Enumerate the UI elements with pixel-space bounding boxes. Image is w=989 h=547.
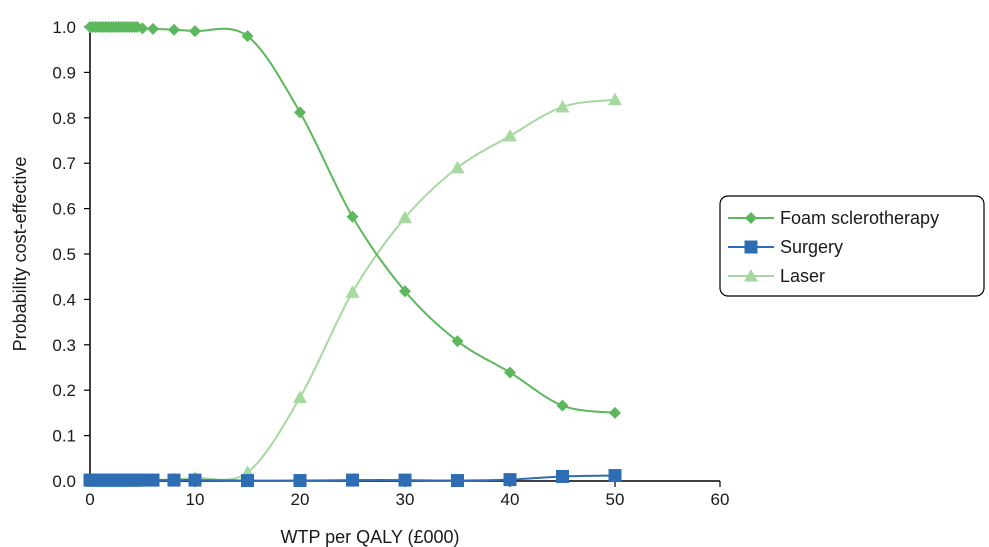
data-point [146, 473, 160, 487]
y-tick-label: 0.2 [52, 381, 76, 400]
data-point [556, 399, 569, 412]
y-tick-label: 0.5 [52, 245, 76, 264]
legend-swatch-marker [744, 269, 758, 282]
data-point [450, 160, 465, 174]
data-point [136, 473, 149, 487]
data-point [293, 390, 307, 404]
x-tick-label: 10 [186, 490, 205, 509]
series-foam-sclerotherapy [84, 21, 621, 419]
data-point [608, 92, 622, 106]
x-tick-label: 50 [606, 490, 625, 509]
data-point [609, 406, 621, 419]
data-point [398, 210, 412, 224]
data-point [399, 285, 411, 298]
legend-box [719, 195, 985, 297]
y-tick-label: 1.0 [52, 18, 76, 37]
data-point [556, 469, 569, 483]
legend-entry: Laser [728, 266, 825, 286]
data-point [346, 210, 359, 223]
legend-swatch-marker [745, 212, 757, 224]
data-point [136, 22, 149, 35]
data-point [503, 128, 517, 142]
series-layer [83, 21, 622, 488]
data-point [345, 285, 360, 298]
series-laser [83, 92, 622, 487]
x-tick-label: 60 [711, 490, 730, 509]
data-point [608, 469, 622, 483]
y-tick-label: 0.9 [52, 63, 76, 82]
data-point [188, 473, 202, 487]
data-point [555, 99, 570, 113]
x-tick-label: 40 [501, 490, 520, 509]
x-tick-label: 0 [85, 490, 94, 509]
legend-entry: Foam sclerotherapy [728, 208, 939, 228]
y-tick-label: 0.0 [52, 472, 76, 491]
x-tick-label: 30 [396, 490, 415, 509]
y-tick-label: 0.7 [52, 154, 76, 173]
data-point [241, 30, 254, 43]
legend-entry: Surgery [728, 237, 843, 257]
y-axis-title: Probability cost-effective [10, 157, 30, 352]
data-point [503, 473, 517, 487]
data-point [451, 474, 464, 488]
data-point [147, 22, 159, 35]
data-point [294, 106, 306, 119]
legend: Foam sclerotherapy Surgery Laser [719, 195, 985, 297]
data-point [504, 366, 516, 379]
data-point [346, 473, 359, 487]
x-axis-title: WTP per QALY (£000) [280, 527, 459, 547]
data-point [451, 335, 464, 348]
series-surgery [83, 469, 622, 488]
legend-label: Laser [780, 266, 825, 286]
y-ticks: 0.0 0.1 0.2 0.3 0.4 0.5 0.6 0.7 0.8 0.9 1.0 [52, 18, 90, 491]
data-point [398, 473, 412, 487]
legend-swatch-marker [744, 240, 758, 254]
y-tick-label: 0.4 [52, 290, 76, 309]
legend-label: Surgery [780, 237, 843, 257]
x-tick-label: 20 [291, 490, 310, 509]
data-point [167, 473, 181, 487]
data-point [293, 474, 307, 488]
legend-label: Foam sclerotherapy [780, 208, 939, 228]
data-point [168, 23, 180, 36]
y-tick-label: 0.3 [52, 336, 76, 355]
y-tick-label: 0.8 [52, 109, 76, 128]
y-tick-label: 0.1 [52, 427, 76, 446]
data-point [189, 25, 201, 38]
axes [89, 27, 720, 482]
data-point [241, 474, 254, 488]
y-tick-label: 0.6 [52, 200, 76, 219]
